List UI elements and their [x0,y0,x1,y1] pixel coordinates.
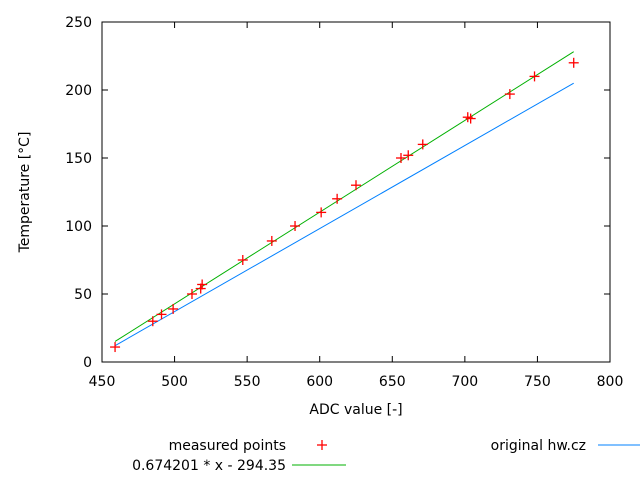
data-point [403,150,414,161]
x-tick-label: 450 [89,374,116,390]
data-point [417,139,428,150]
series-points [110,57,579,353]
x-tick-label: 500 [161,374,188,390]
data-point [197,279,208,290]
data-point [568,57,579,68]
x-tick-label: 650 [379,374,406,390]
data-point [290,221,301,231]
y-tick-label: 200 [65,83,92,99]
legend-plus-icon [317,440,327,450]
data-point [266,235,277,246]
y-axis-label: Temperature [°C] [17,132,33,254]
data-point [186,289,197,299]
plot-frame [101,21,611,363]
data-point [316,207,327,218]
legend-label-original: original hw.cz [491,438,586,454]
data-point [195,283,206,294]
data-point [332,193,343,204]
series-line-2 [114,51,574,342]
x-axis-label: ADC value [-] [309,402,402,418]
x-tick-label: 800 [597,374,624,390]
series-lines [114,51,574,347]
legend: measured points original hw.cz 0.674201 … [132,438,640,474]
y-tick-label: 250 [65,15,92,31]
data-point [465,113,476,124]
legend-label-measured: measured points [169,438,286,454]
y-tick-label: 150 [65,151,92,167]
data-point [156,309,167,320]
y-tick-label: 50 [74,287,92,303]
x-tick-label: 550 [234,374,261,390]
data-point [351,180,361,191]
x-tick-label: 700 [451,374,478,390]
y-tick-label: 0 [83,355,92,371]
x-tick-label: 750 [524,374,551,390]
y-tick-label: 100 [65,219,92,235]
series-line-1 [114,82,574,347]
axis-ticks: 450 500 550 600 650 700 750 800 0 50 100 150 200 250 [65,15,623,390]
data-point [237,255,248,265]
data-point [147,316,158,327]
data-point [529,71,540,82]
data-point [395,153,406,163]
data-point [168,303,179,314]
x-tick-label: 600 [306,374,333,390]
legend-label-fit: 0.674201 * x - 294.35 [132,458,286,474]
legend-marker-measured [317,440,327,450]
data-point [504,89,515,100]
data-point [110,342,121,353]
